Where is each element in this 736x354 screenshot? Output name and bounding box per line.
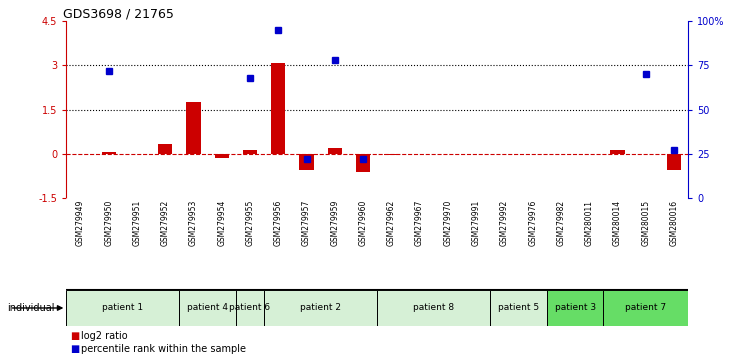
Text: GSM279952: GSM279952 [160, 200, 170, 246]
Text: GSM279970: GSM279970 [443, 200, 453, 246]
Bar [490, 290, 547, 326]
Bar [236, 290, 264, 326]
Bar [667, 154, 681, 170]
Text: GSM279955: GSM279955 [246, 200, 255, 246]
Text: individual: individual [7, 303, 55, 313]
Text: GSM279957: GSM279957 [302, 200, 311, 246]
Text: GSM279992: GSM279992 [500, 200, 509, 246]
Text: patient 6: patient 6 [230, 303, 271, 313]
Bar [547, 290, 604, 326]
Text: GSM279960: GSM279960 [358, 200, 367, 246]
Text: GSM279976: GSM279976 [528, 200, 537, 246]
Text: patient 5: patient 5 [498, 303, 539, 313]
Text: patient 8: patient 8 [413, 303, 454, 313]
Text: GSM279951: GSM279951 [132, 200, 141, 246]
Text: patient 4: patient 4 [187, 303, 228, 313]
Text: patient 1: patient 1 [102, 303, 144, 313]
Bar [378, 290, 490, 326]
Bar [102, 152, 116, 154]
Bar [215, 154, 229, 158]
Text: GSM279982: GSM279982 [556, 200, 565, 246]
Text: GSM279949: GSM279949 [76, 200, 85, 246]
Text: percentile rank within the sample: percentile rank within the sample [81, 344, 246, 354]
Text: GSM279950: GSM279950 [104, 200, 113, 246]
Bar [243, 150, 257, 154]
Text: patient 2: patient 2 [300, 303, 342, 313]
Text: GSM279956: GSM279956 [274, 200, 283, 246]
Text: GSM279962: GSM279962 [387, 200, 396, 246]
Bar [271, 63, 286, 154]
Text: GDS3698 / 21765: GDS3698 / 21765 [63, 7, 174, 20]
Text: GSM279954: GSM279954 [217, 200, 226, 246]
Text: GSM280015: GSM280015 [641, 200, 651, 246]
Bar [356, 154, 370, 172]
Bar [158, 144, 172, 154]
Text: ■: ■ [70, 344, 79, 354]
Bar [186, 102, 200, 154]
Text: ■: ■ [70, 331, 79, 341]
Bar [264, 290, 378, 326]
Text: GSM280016: GSM280016 [670, 200, 679, 246]
Text: GSM279967: GSM279967 [415, 200, 424, 246]
Bar [66, 290, 180, 326]
Text: patient 3: patient 3 [554, 303, 595, 313]
Text: GSM279959: GSM279959 [330, 200, 339, 246]
Bar [610, 150, 625, 154]
Text: patient 7: patient 7 [625, 303, 666, 313]
Bar [384, 154, 398, 155]
Text: GSM280014: GSM280014 [613, 200, 622, 246]
Text: GSM280011: GSM280011 [584, 200, 594, 246]
Bar [328, 148, 342, 154]
Bar [604, 290, 688, 326]
Text: log2 ratio: log2 ratio [81, 331, 127, 341]
Text: GSM279991: GSM279991 [472, 200, 481, 246]
Bar [180, 290, 236, 326]
Text: GSM279953: GSM279953 [189, 200, 198, 246]
Bar [300, 154, 314, 170]
